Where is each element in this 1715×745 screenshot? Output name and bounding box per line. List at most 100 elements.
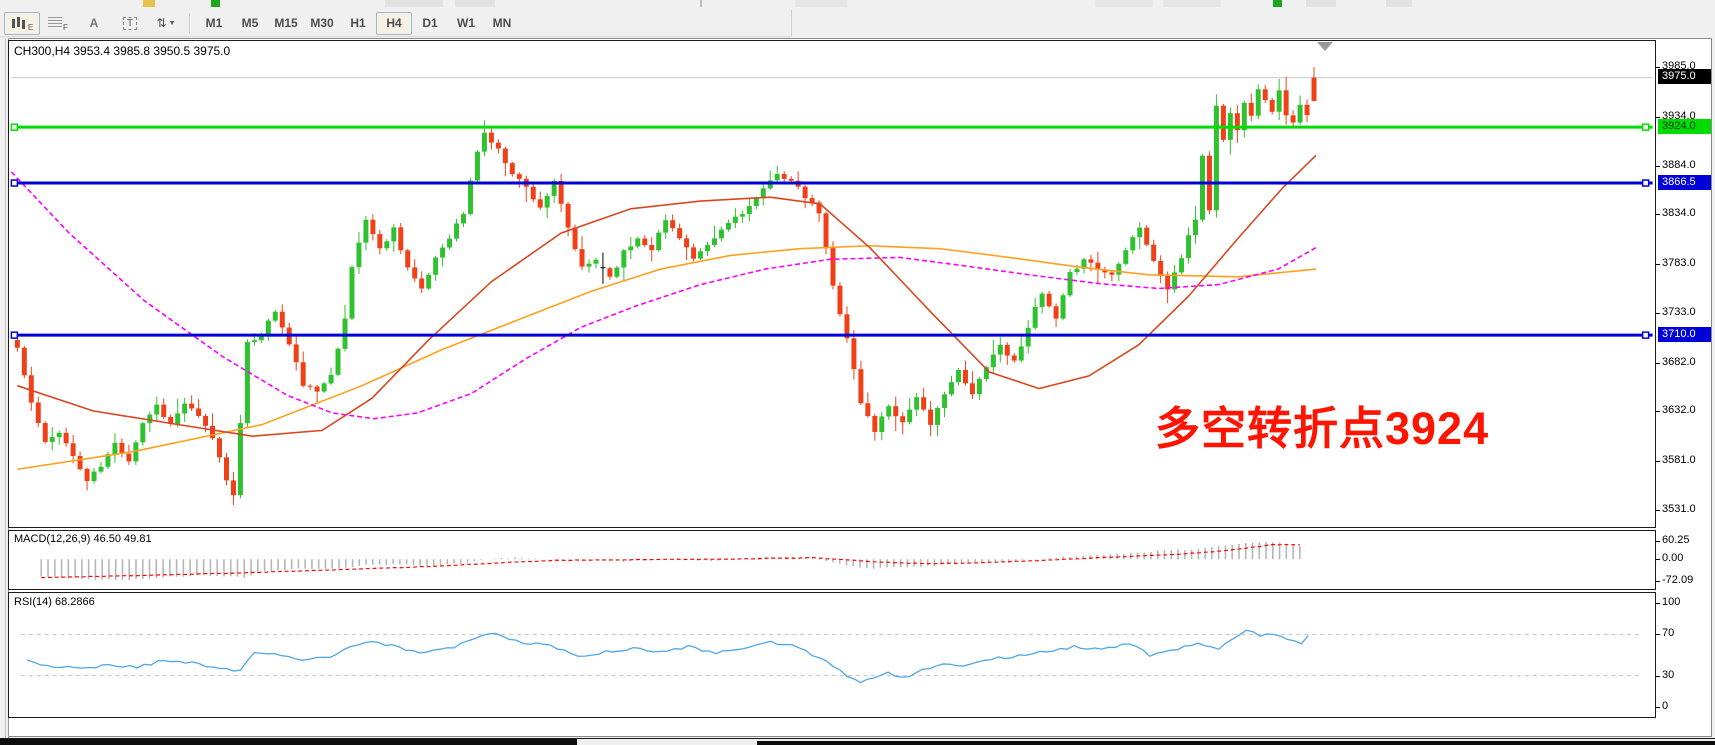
clipped-icon (455, 0, 495, 7)
candle-body (649, 245, 655, 251)
hline-anchor[interactable] (1641, 331, 1650, 339)
tab-timeframe-H1[interactable]: H1 (350, 16, 366, 30)
candle-body (49, 436, 55, 442)
candle-body (363, 219, 369, 243)
candle-body (1067, 272, 1073, 296)
candle-body (1123, 250, 1129, 264)
candle-body (126, 453, 132, 462)
candle-body (161, 404, 167, 417)
candle-body (753, 198, 759, 206)
tab-timeframe-M5[interactable]: M5 (241, 16, 259, 30)
candle-body (1095, 262, 1101, 270)
candle-body (823, 213, 829, 249)
candle-body (454, 223, 460, 239)
candle-body (419, 278, 425, 289)
clipped-icon (700, 0, 702, 7)
candle-body (1199, 155, 1205, 220)
candle-body (1248, 102, 1254, 116)
candle-body (516, 174, 522, 179)
candle-body (63, 432, 69, 444)
candle-body (872, 416, 878, 432)
shift-marker-icon[interactable] (1317, 41, 1333, 51)
candle-body (42, 423, 48, 442)
candle-body (670, 220, 676, 229)
bottom-bar-right (757, 741, 1715, 745)
candle-body (1039, 293, 1045, 307)
macd-panel[interactable] (8, 530, 1656, 590)
candle-body (942, 394, 948, 409)
candle-body (900, 416, 906, 423)
candle-body (1186, 235, 1192, 259)
ma-magenta (10, 171, 1317, 420)
tab-timeframe-MN[interactable]: MN (492, 16, 512, 30)
candle-body (739, 214, 745, 217)
candle-body (1025, 327, 1031, 347)
candle-body (572, 227, 578, 250)
candle-body (447, 238, 453, 248)
hline-anchor[interactable] (1641, 123, 1650, 131)
tab-timeframe-M15[interactable]: M15 (274, 16, 298, 30)
rsi-panel[interactable] (8, 592, 1656, 718)
dropdown-caret-icon[interactable]: ▼ (168, 19, 176, 27)
tab-timeframe-H4[interactable]: H4 (376, 11, 412, 35)
tab-timeframe-M1[interactable]: M1 (205, 16, 223, 30)
candle-body (35, 402, 41, 424)
candle-body (663, 220, 669, 233)
tab-timeframe-W1[interactable]: W1 (457, 16, 475, 30)
candle-body (272, 311, 278, 321)
candle-body (684, 238, 690, 248)
candle-body (969, 383, 975, 395)
candle-body (147, 414, 153, 424)
hline-anchor[interactable] (1641, 179, 1650, 187)
candle-body (914, 397, 920, 410)
candle-body (370, 219, 376, 235)
hline-anchor[interactable] (10, 179, 19, 187)
tab-timeframe-D1[interactable]: D1 (422, 16, 438, 30)
price-chart-panel[interactable] (8, 40, 1656, 528)
candle-body (1018, 346, 1024, 361)
candle-body (1032, 306, 1038, 328)
candle-body (858, 369, 864, 404)
tab-timeframe-M30[interactable]: M30 (310, 16, 334, 30)
candle-body (614, 267, 620, 277)
cycle-symbols-icon[interactable]: ⇅ ▼ (156, 16, 176, 30)
grid-lines-icon[interactable]: F (40, 12, 76, 35)
candle-body (467, 180, 473, 215)
text-box-icon[interactable]: T (112, 12, 148, 35)
candle-body (203, 415, 209, 426)
candle-body (502, 148, 508, 164)
candle-body (802, 186, 808, 199)
candle-body (1074, 268, 1080, 273)
toolbar: E F A T ⇅ ▼ M1 M5 M15 M30 H1 H4 D1 W1 MN (0, 10, 792, 37)
candle-body (809, 198, 815, 203)
text-label-icon[interactable]: A (89, 16, 99, 30)
clipped-icon (211, 0, 220, 7)
candle-body (426, 274, 432, 289)
candle-body (635, 238, 641, 247)
candle-body (558, 180, 564, 204)
candle-body (1158, 260, 1164, 276)
candle-body (893, 406, 899, 417)
candlestick-chart-icon[interactable]: E (4, 11, 40, 35)
candle-body (886, 406, 892, 417)
candle-body (119, 442, 125, 454)
candle-body (70, 443, 76, 456)
candle-body (837, 285, 843, 315)
candle-body (196, 408, 202, 416)
hline-anchor[interactable] (10, 331, 19, 339)
candle-body (1241, 102, 1247, 131)
candle-body (307, 385, 313, 387)
rsi-label: RSI(14) 68.2866 (14, 596, 95, 608)
candle-body (830, 248, 836, 286)
hline-anchor[interactable] (10, 123, 19, 131)
candle-body (1255, 89, 1261, 116)
candle-body (56, 432, 62, 437)
candle-body (983, 367, 989, 380)
candle-body (1102, 269, 1108, 273)
candle-body (14, 339, 20, 348)
candle-body (990, 354, 996, 368)
candle-body (551, 180, 557, 196)
bottom-bar-left (0, 739, 577, 745)
candle-body (774, 173, 780, 181)
